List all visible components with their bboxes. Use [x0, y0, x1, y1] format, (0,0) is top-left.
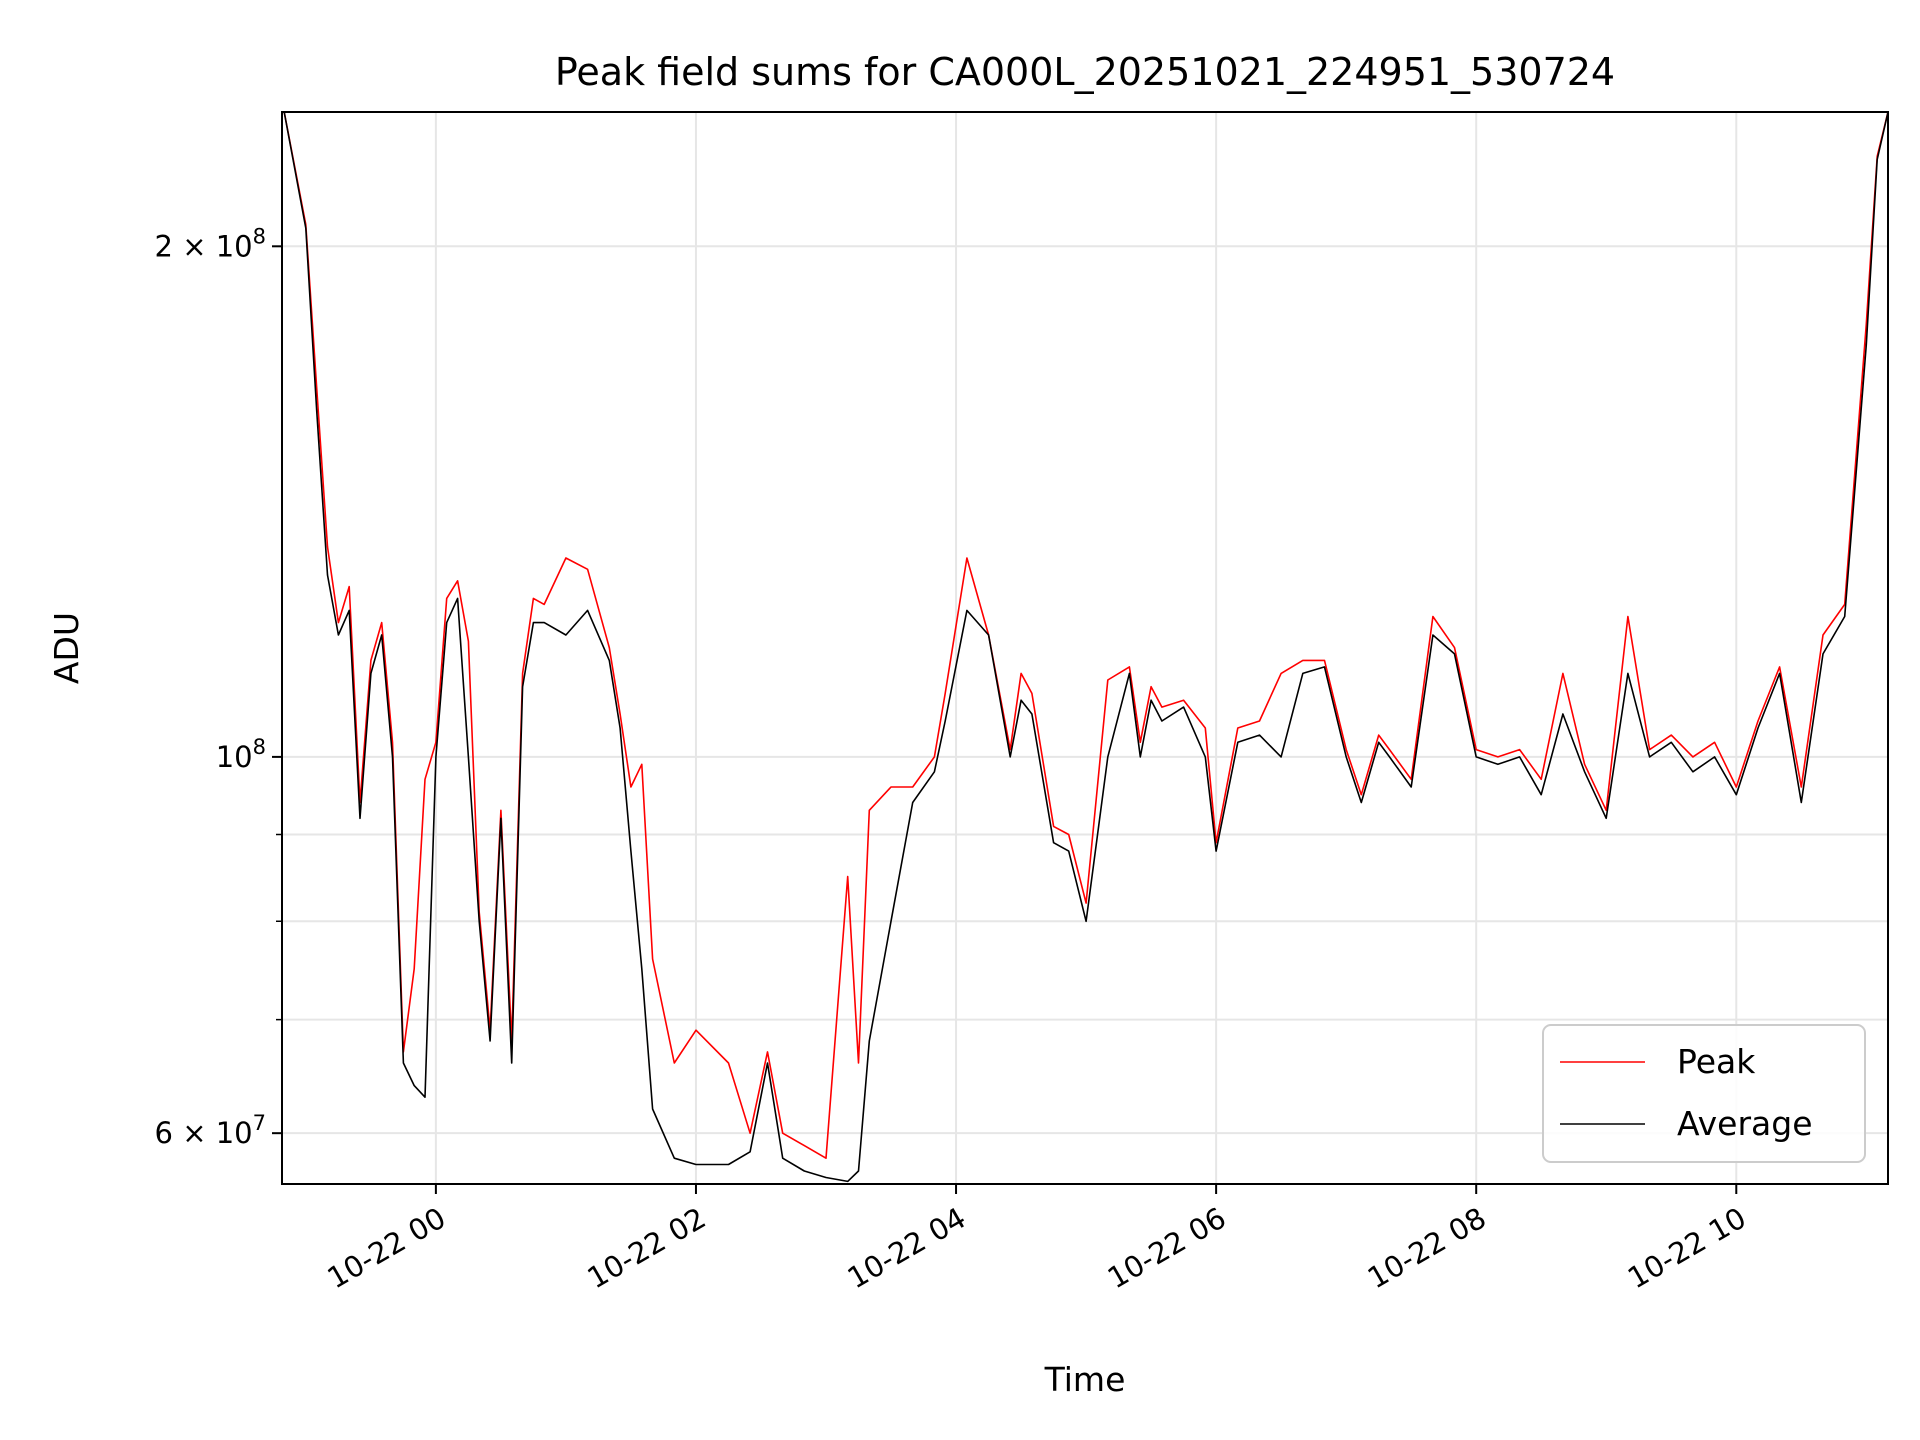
legend-box — [1542, 1024, 1866, 1163]
chart-title: Peak field sums for CA000L_20251021_2249… — [555, 50, 1615, 94]
y-axis-label: ADU — [47, 612, 86, 684]
y-tick-label: 6 × 107 — [155, 1111, 266, 1150]
y-tick-label: 108 — [216, 735, 266, 774]
legend-label-peak: Peak — [1677, 1042, 1756, 1081]
grid — [282, 112, 1888, 1184]
legend: Peak Average — [1542, 1024, 1866, 1163]
series-line-average — [283, 111, 1889, 1183]
plot-frame — [281, 111, 1889, 1185]
y-tick-label: 2 × 108 — [155, 224, 266, 263]
x-axis-label: Time — [1044, 1360, 1126, 1399]
legend-label-average: Average — [1677, 1104, 1813, 1143]
plot-lines — [283, 111, 1889, 1183]
